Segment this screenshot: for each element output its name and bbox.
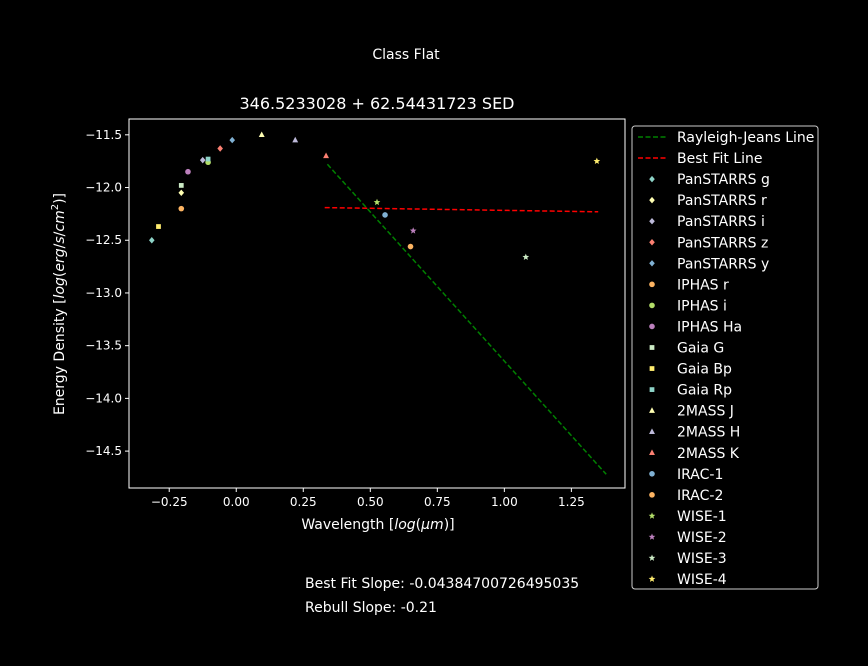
y-tick-label: −12.5 — [85, 233, 122, 247]
legend-label-iphas-r: IPHAS r — [677, 277, 729, 293]
legend-marker-iphas-ha — [649, 323, 655, 330]
legend-label-iphas-ha: IPHAS Ha — [677, 319, 742, 335]
legend-label-wise-4: WISE-4 — [677, 572, 727, 588]
legend-label-panstarrs-g: PanSTARRS g — [677, 172, 770, 188]
legend-marker-panstarrs-z — [649, 239, 655, 246]
point-irac-2 — [407, 243, 414, 250]
legend-marker-wise-2 — [648, 533, 656, 540]
rayleigh-jeans-line — [326, 163, 607, 475]
legend-marker-irac-2 — [649, 492, 655, 498]
point-wise-3 — [522, 253, 530, 260]
legend-marker-panstarrs-g — [649, 175, 655, 183]
y-tick-label: −14.5 — [85, 444, 122, 458]
point-irac-1 — [382, 212, 388, 218]
legend-marker-irac-1 — [649, 471, 655, 477]
x-axis-label: Wavelength [log(μm)] — [301, 517, 454, 533]
point-panstarrs-i — [199, 156, 206, 164]
legend-label-gaia-bp: Gaia Bp — [677, 362, 732, 378]
fit-lines — [324, 163, 607, 475]
data-markers — [148, 131, 601, 260]
legend-marker-2mass-j — [649, 407, 655, 413]
point-panstarrs-z — [217, 145, 223, 152]
point-gaia-bp — [156, 224, 161, 229]
point-iphas-ha — [185, 168, 191, 175]
legend-label-panstarrs-z: PanSTARRS z — [677, 235, 768, 251]
y-axis-label: Energy Density [log(erg/s/cm2)] — [50, 193, 68, 415]
rebull-slope-text: Rebull Slope: -0.21 — [305, 600, 437, 616]
point-gaia-g — [178, 183, 184, 188]
legend-marker-2mass-k — [649, 449, 655, 455]
x-tick-label: 0.50 — [357, 495, 384, 509]
point-iphas-r — [178, 205, 185, 212]
x-tick-label: 1.25 — [558, 495, 585, 509]
legend-marker-wise-1 — [648, 512, 656, 519]
legend-marker-gaia-bp — [649, 366, 655, 371]
legend-label-irac-2: IRAC-2 — [677, 488, 723, 504]
legend-label-wise-2: WISE-2 — [677, 530, 727, 546]
legend: Rayleigh-Jeans Line Best Fit Line PanSTARR… — [631, 125, 819, 590]
point-2mass-k — [323, 152, 329, 159]
y-tick-label: −13.0 — [85, 286, 122, 300]
legend-marker-wise-3 — [648, 554, 656, 561]
y-tick-label: −13.5 — [85, 339, 122, 353]
x-axis-ticks: −0.25 0.00 0.25 0.50 0.75 1.00 1.25 — [151, 488, 585, 509]
legend-label-wise-3: WISE-3 — [677, 551, 727, 567]
legend-label-iphas-i: IPHAS i — [677, 298, 727, 314]
legend-marker-panstarrs-y — [649, 260, 655, 267]
point-2mass-j — [258, 131, 265, 138]
legend-marker-iphas-i — [649, 302, 655, 309]
legend-label-irac-1: IRAC-1 — [677, 467, 723, 483]
best-fit-line — [324, 206, 599, 213]
point-wise-1 — [373, 198, 381, 206]
point-gaia-rp — [205, 156, 211, 162]
x-tick-label: 0.00 — [223, 495, 250, 509]
legend-marker-2mass-h — [649, 428, 655, 434]
x-tick-label: 1.00 — [491, 495, 518, 509]
legend-label-rayleigh-jeans-line: Rayleigh-Jeans Line — [677, 130, 814, 146]
chart-title: 346.5233028 + 62.54431723 SED — [239, 94, 515, 113]
y-tick-label: −12.0 — [85, 181, 122, 195]
legend-marker-wise-4 — [648, 575, 656, 582]
legend-marker-iphas-r — [649, 281, 655, 288]
legend-label-2mass-k: 2MASS K — [677, 446, 740, 462]
point-panstarrs-r — [178, 189, 185, 197]
x-tick-label: 0.25 — [290, 495, 317, 509]
point-wise-2 — [409, 227, 417, 234]
legend-label-wise-1: WISE-1 — [677, 509, 727, 525]
legend-label-gaia-rp: Gaia Rp — [677, 383, 732, 399]
plot-area-frame — [128, 118, 626, 489]
legend-label-2mass-j: 2MASS J — [677, 404, 734, 420]
y-tick-label: −14.0 — [85, 391, 122, 405]
best-fit-slope-text: Best Fit Slope: -0.04384700726495035 — [305, 576, 580, 592]
point-panstarrs-g — [148, 237, 155, 244]
legend-label-best-fit-line: Best Fit Line — [677, 151, 763, 167]
point-wise-4 — [593, 157, 601, 164]
y-tick-label: −11.5 — [85, 128, 122, 142]
legend-label-panstarrs-y: PanSTARRS y — [677, 256, 769, 272]
legend-frame — [631, 125, 819, 590]
x-tick-label: −0.25 — [151, 495, 188, 509]
y-axis-ticks: −11.5 −12.0 −12.5 −13.0 −13.5 −14.0 −14.5 — [85, 128, 129, 458]
legend-marker-gaia-rp — [649, 387, 655, 392]
legend-marker-panstarrs-r — [649, 196, 655, 204]
figure-suptitle: Class Flat — [372, 47, 440, 63]
point-panstarrs-y — [229, 136, 236, 144]
legend-label-panstarrs-i: PanSTARRS i — [677, 214, 765, 230]
legend-marker-gaia-g — [649, 345, 655, 350]
point-2mass-h — [292, 136, 299, 143]
legend-label-gaia-g: Gaia G — [677, 341, 724, 357]
legend-label-panstarrs-r: PanSTARRS r — [677, 193, 767, 209]
legend-marker-panstarrs-i — [649, 217, 655, 225]
x-tick-label: 0.75 — [424, 495, 451, 509]
legend-label-2mass-h: 2MASS H — [677, 425, 740, 441]
